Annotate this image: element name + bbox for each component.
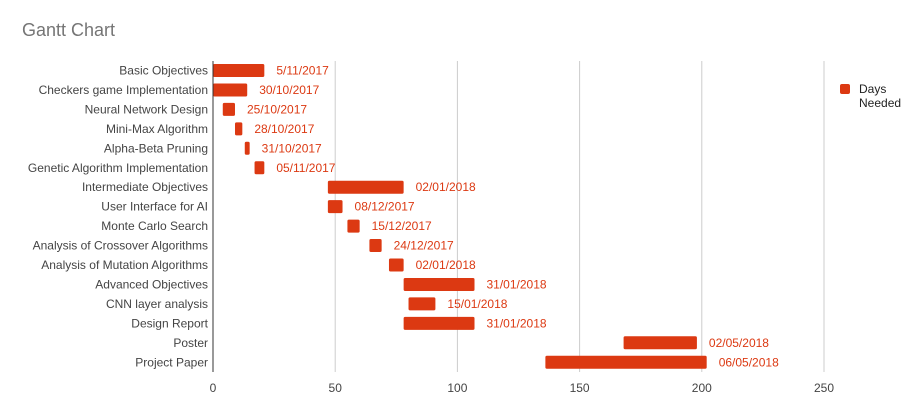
data-labels: 5/11/2017 30/10/2017 25/10/2017 28/10/2017 3…	[247, 64, 779, 370]
category-label: Neural Network Design	[85, 102, 208, 116]
bar	[623, 336, 697, 350]
category-label: Basic Objectives	[119, 64, 208, 78]
bar-data-label: 08/12/2017	[355, 200, 415, 214]
category-label: Advanced Objectives	[95, 277, 208, 291]
legend-label: Days Needed	[859, 82, 902, 110]
category-label: Alpha-Beta Pruning	[104, 141, 208, 155]
bar-data-label: 15/12/2017	[372, 219, 432, 233]
bar	[213, 83, 248, 97]
gridlines	[334, 61, 825, 372]
x-tick-label: 0	[210, 381, 217, 395]
bar	[403, 277, 475, 291]
category-labels: Basic Objectives Checkers game Implementa…	[28, 64, 209, 370]
bar	[403, 316, 475, 330]
bar-data-label: 24/12/2017	[394, 239, 454, 253]
category-label: Monte Carlo Search	[101, 219, 208, 233]
bar-data-label: 02/01/2018	[416, 258, 476, 272]
legend-swatch	[840, 84, 850, 94]
bar-data-label: 15/01/2018	[447, 297, 507, 311]
bar-data-label: 30/10/2017	[259, 83, 319, 97]
x-tick-labels: 0 50 100 150 200 250	[210, 381, 835, 395]
legend: Days Needed	[840, 82, 907, 110]
x-tick-label: 250	[814, 381, 834, 395]
category-label: Analysis of Crossover Algorithms	[33, 239, 208, 253]
bar	[222, 102, 235, 116]
bar	[388, 258, 404, 272]
category-label: Checkers game Implementation	[39, 83, 208, 97]
category-label: Analysis of Mutation Algorithms	[41, 258, 208, 272]
bar	[369, 239, 382, 253]
x-tick-label: 200	[692, 381, 712, 395]
chart-title: Gantt Chart	[22, 20, 116, 40]
bar-data-label: 31/01/2018	[487, 316, 547, 330]
category-label: CNN layer analysis	[106, 297, 208, 311]
x-tick-label: 50	[329, 381, 343, 395]
bar	[213, 64, 265, 77]
category-label: Project Paper	[135, 355, 208, 369]
x-tick-label: 150	[570, 381, 590, 395]
bar-data-label: 25/10/2017	[247, 102, 307, 116]
bars	[213, 64, 707, 369]
bar	[347, 219, 360, 233]
category-label: Mini-Max Algorithm	[106, 122, 208, 136]
x-tick-label: 100	[447, 381, 467, 395]
category-label: Poster	[173, 336, 208, 350]
bar-data-label: 05/11/2017	[276, 161, 335, 175]
bar-data-label: 5/11/2017	[276, 64, 329, 78]
bar	[244, 141, 250, 155]
category-label: Design Report	[131, 316, 208, 330]
bar	[408, 297, 436, 311]
bar-data-label: 28/10/2017	[254, 122, 314, 136]
bar-data-label: 02/05/2018	[709, 336, 769, 350]
bar	[327, 200, 343, 214]
category-label: User Interface for AI	[101, 200, 208, 214]
category-label: Genetic Algorithm Implementation	[28, 161, 208, 175]
bar-data-label: 02/01/2018	[416, 180, 476, 194]
bar-data-label: 06/05/2018	[719, 355, 779, 369]
bar	[545, 355, 707, 369]
category-label: Intermediate Objectives	[82, 180, 208, 194]
bar-data-label: 31/10/2017	[262, 141, 322, 155]
bar-data-label: 31/01/2018	[487, 277, 547, 291]
bar	[254, 161, 265, 175]
bar	[234, 122, 243, 136]
bar	[327, 180, 404, 194]
